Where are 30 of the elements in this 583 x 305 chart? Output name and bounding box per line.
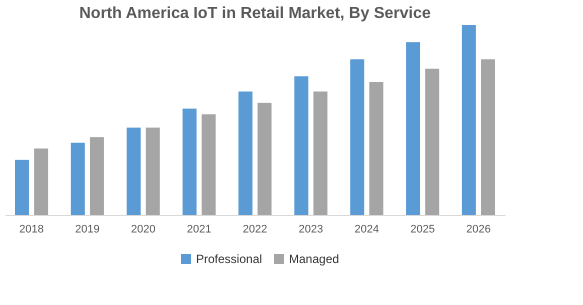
bar	[34, 148, 48, 215]
x-tick-label: 2021	[186, 224, 212, 236]
x-tick-label: 2018	[19, 224, 44, 236]
bar	[294, 76, 308, 215]
bar	[238, 92, 252, 215]
chart-title: North America IoT in Retail Market, By Service	[79, 5, 431, 22]
bar	[481, 59, 496, 215]
bar	[313, 92, 328, 215]
bar	[126, 128, 141, 215]
bar	[350, 59, 364, 215]
legend-label: Managed	[289, 252, 340, 266]
x-tick-label: 2022	[242, 224, 268, 236]
bar	[369, 82, 384, 215]
bar	[14, 160, 29, 215]
bar	[258, 102, 272, 215]
x-tick-label: 2026	[466, 224, 491, 236]
bar	[202, 114, 216, 215]
x-tick-label: 2020	[131, 224, 156, 236]
bar	[70, 142, 85, 215]
bar	[146, 128, 160, 215]
bar	[90, 137, 104, 215]
bar	[462, 25, 476, 215]
bar	[182, 108, 197, 215]
bar	[406, 42, 420, 215]
bar	[425, 68, 440, 215]
x-tick-label: 2024	[354, 224, 379, 236]
legend-label: Professional	[196, 252, 262, 266]
x-tick-label: 2025	[410, 224, 435, 236]
x-tick-label: 2019	[75, 224, 100, 236]
x-tick-label: 2023	[298, 224, 324, 236]
